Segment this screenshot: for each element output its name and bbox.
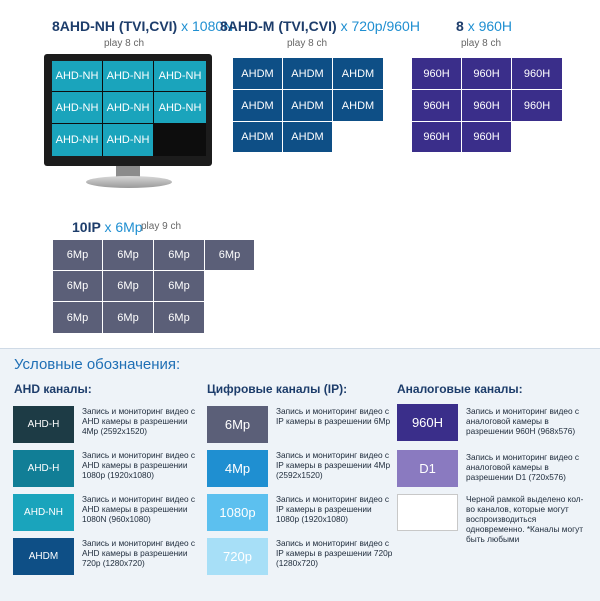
ip-cell: 6Mp: [53, 240, 102, 270]
n960-cell: 960H: [462, 122, 511, 152]
legend-swatch-4mp: 4Mp: [207, 450, 268, 487]
ahdnh-cell: AHD-NH: [154, 92, 206, 123]
legend-desc-6mp: Запись и мониторинг видео с IP камеры в …: [276, 406, 391, 426]
legend-swatch-ahd-nh: AHD-NH: [13, 494, 74, 531]
group-ahdm-sub: play 8 ch: [287, 38, 328, 49]
legend-desc-frame: Черной рамкой выделено кол-во каналов, к…: [466, 494, 584, 544]
n960-cell: 960H: [512, 58, 562, 89]
ip-cell: 6Mp: [205, 240, 254, 270]
legend-swatch-ahd-h-4mp: AHD-H: [13, 406, 74, 443]
ahdm-grid: AHDM AHDM AHDM AHDM AHDM AHDM AHDM AHDM: [233, 58, 383, 152]
ahdm-cell: AHDM: [333, 58, 383, 89]
legend-desc-1080p: Запись и мониторинг видео с IP камеры в …: [276, 494, 390, 524]
ip-cell: 6Mp: [154, 302, 204, 333]
group-ahdm-title: 8AHD-M (TVI,CVI) x 720p/960H: [220, 18, 420, 34]
group-ahdnh-title: 8AHD-NH (TVI,CVI) x 1080N: [52, 18, 234, 34]
ahdm-cell: AHDM: [233, 122, 282, 152]
ahdnh-cell: AHD-NH: [52, 92, 102, 123]
legend-swatch-1080p: 1080p: [207, 494, 268, 531]
monitor-neck: [116, 166, 140, 178]
ahdnh-cell: AHD-NH: [154, 61, 206, 91]
legend-swatch-frame: [397, 494, 458, 531]
n960-cell: 960H: [412, 58, 461, 89]
legend-panel: [0, 348, 600, 601]
group-ahdnh-sub: play 8 ch: [104, 38, 145, 49]
legend-desc-ahd-h-1080p: Запись и мониторинг видео с AHD камеры в…: [82, 450, 196, 480]
ip-cell: 6Mp: [103, 240, 153, 270]
ahdnh-grid: AHD-NH AHD-NH AHD-NH AHD-NH AHD-NH AHD-N…: [52, 61, 206, 156]
ahdnh-cell: AHD-NH: [52, 124, 102, 156]
legend-title: Условные обозначения:: [14, 356, 181, 373]
ahdm-cell: AHDM: [233, 58, 282, 89]
group-960h-title: 8 x 960H: [456, 18, 513, 34]
legend-col-analog-title: Аналоговые каналы:: [397, 382, 523, 396]
legend-swatch-d1: D1: [397, 450, 458, 487]
legend-desc-ahd-nh: Запись и мониторинг видео с AHD камеры в…: [82, 494, 196, 524]
legend-swatch-720p: 720p: [207, 538, 268, 575]
legend-swatch-6mp: 6Mp: [207, 406, 268, 443]
ahdm-cell: AHDM: [283, 122, 332, 152]
ahdm-cell: AHDM: [233, 90, 282, 121]
ip-cell: 6Mp: [53, 271, 102, 301]
legend-desc-d1: Запись и мониторинг видео с аналоговой к…: [466, 452, 580, 482]
n960-cell: 960H: [412, 90, 461, 121]
n960-cell: 960H: [512, 90, 562, 121]
ip-cell: 6Mp: [103, 302, 153, 333]
n960-cell: 960H: [462, 58, 511, 89]
group-ip-title: 10IP x 6Mp: [72, 219, 143, 235]
n960-cell: 960H: [462, 90, 511, 121]
ahdnh-cell: AHD-NH: [103, 124, 153, 156]
group-960h-sub: play 8 ch: [461, 38, 502, 49]
legend-swatch-ahdm: AHDM: [13, 538, 74, 575]
ahdm-cell: AHDM: [283, 58, 332, 89]
legend-swatch-ahd-h-1080p: AHD-H: [13, 450, 74, 487]
ahdm-cell: AHDM: [333, 90, 383, 121]
legend-col-ahd-title: AHD каналы:: [14, 382, 92, 396]
legend-desc-ahdm: Запись и мониторинг видео с AHD камеры в…: [82, 538, 196, 568]
n960-grid: 960H 960H 960H 960H 960H 960H 960H 960H: [412, 58, 562, 152]
ip-grid: 6Mp 6Mp 6Mp 6Mp 6Mp 6Mp 6Mp 6Mp 6Mp 6Mp: [53, 240, 254, 333]
legend-swatch-960h: 960H: [397, 404, 458, 441]
n960-cell: 960H: [412, 122, 461, 152]
legend-desc-720p: Запись и мониторинг видео с IP камеры в …: [276, 538, 393, 568]
ahdnh-cell: AHD-NH: [103, 92, 153, 123]
ip-cell: 6Mp: [103, 271, 153, 301]
group-ip-sub: play 9 ch: [141, 221, 182, 232]
ip-cell: 6Mp: [154, 271, 204, 301]
legend-desc-ahd-h-4mp: Запись и мониторинг видео с AHD камеры в…: [82, 406, 196, 436]
legend-desc-4mp: Запись и мониторинг видео с IP камеры в …: [276, 450, 391, 480]
ip-cell: 6Mp: [154, 240, 204, 270]
ahdnh-cell: AHD-NH: [103, 61, 153, 91]
ahdm-cell: AHDM: [283, 90, 332, 121]
ip-cell: 6Mp: [53, 302, 102, 333]
legend-col-ip-title: Цифровые каналы (IP):: [207, 382, 348, 396]
monitor-stand: [86, 176, 172, 188]
ahdnh-cell: AHD-NH: [52, 61, 102, 91]
legend-desc-960h: Запись и мониторинг видео с аналоговой к…: [466, 406, 580, 436]
